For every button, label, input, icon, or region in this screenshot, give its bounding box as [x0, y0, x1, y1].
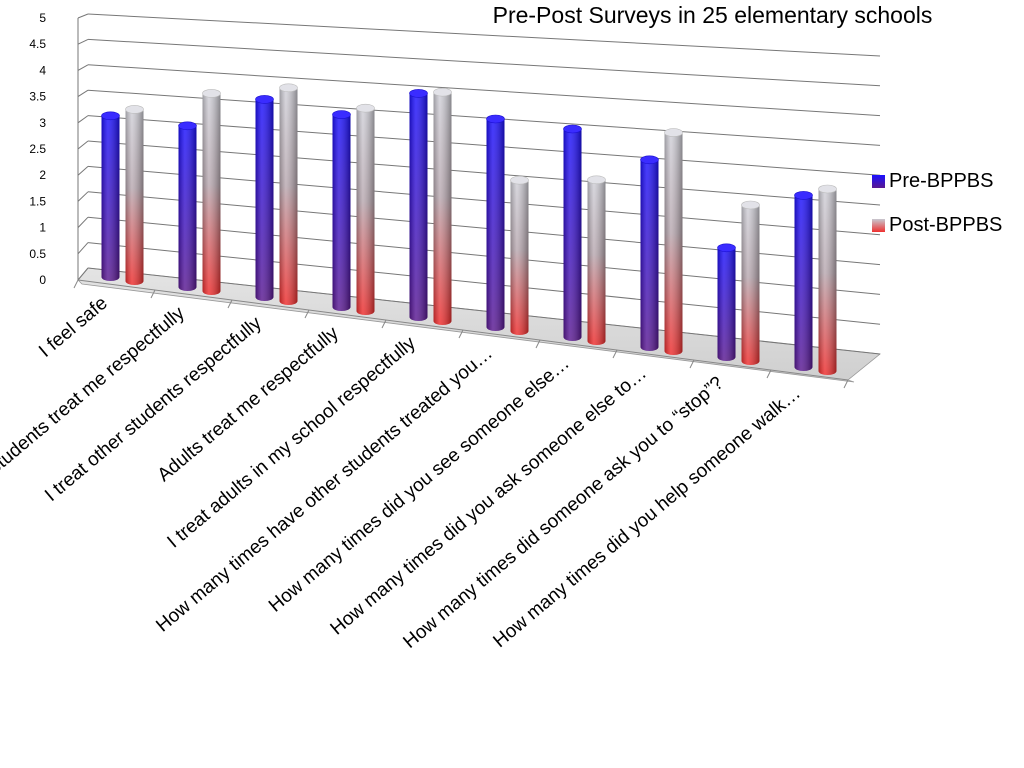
grid-connector [77, 267, 89, 281]
bar-post-cap [279, 83, 298, 93]
grid-connector [77, 140, 89, 150]
x-tick-label: How many times did you see someone else… [265, 353, 574, 617]
x-tick [73, 279, 79, 289]
bar-pre-cap [178, 121, 197, 131]
grid-connector [77, 166, 89, 176]
bar-post-cap [741, 200, 760, 210]
x-tick [689, 359, 695, 369]
bar-pre-shade [717, 247, 736, 361]
y-tick-label: 5 [39, 11, 46, 25]
y-tick-label: 1.5 [29, 194, 46, 208]
legend-item-post: Post-BPPBS [872, 212, 1002, 238]
bar-post-shade [510, 180, 529, 335]
x-tick [843, 379, 849, 389]
x-tick [381, 319, 387, 329]
bar-pre-shade [101, 115, 120, 281]
bar-pre-shade [255, 99, 274, 302]
legend-swatch-pre [872, 174, 885, 188]
x-tick-label: Adults treat me respectfully [154, 322, 343, 486]
y-tick-label: 0 [39, 273, 46, 287]
x-tick [766, 369, 772, 379]
grid-connector [77, 38, 89, 45]
bar-post-cap [510, 175, 529, 185]
bar-pre-shade [640, 159, 659, 351]
grid-connector [77, 64, 89, 71]
bar-post-cap [125, 105, 144, 114]
y-tick-label: 3 [39, 116, 46, 130]
bar-pre-cap [717, 243, 736, 253]
x-tick-label: How many times have other students treat… [152, 343, 496, 637]
bar-post-shade [587, 179, 606, 345]
x-tick [535, 339, 541, 349]
grid-connector [77, 115, 89, 124]
grid-connector [77, 191, 89, 202]
chart-title: Pre-Post Surveys in 25 elementary school… [492, 2, 933, 28]
legend-label-post: Post-BPPBS [889, 213, 1003, 236]
x-tick [612, 349, 618, 359]
grid-connector [77, 89, 89, 98]
bar-post-cap [587, 175, 606, 185]
bar-pre-cap [640, 155, 659, 165]
bar-post-cap [202, 89, 221, 98]
bar-post-cap [433, 87, 452, 97]
bar-post-shade [279, 87, 298, 305]
gridline [87, 64, 881, 117]
bar-post-shade [433, 92, 452, 325]
bar-pre-shade [409, 93, 428, 322]
x-tick [227, 299, 233, 309]
bar-post-shade [125, 109, 144, 286]
bar-pre-cap [332, 110, 351, 119]
x-tick [458, 329, 464, 339]
y-tick-label: 2 [39, 168, 46, 182]
bar-post-shade [356, 108, 375, 315]
bar-post-shade [664, 132, 683, 355]
bar-post-shade [741, 205, 760, 365]
y-tick-label: 4 [39, 63, 46, 77]
x-tick-label: I feel safe [35, 293, 112, 362]
legend-label-pre: Pre-BPPBS [889, 169, 994, 192]
bar-pre-cap [255, 95, 274, 104]
y-tick-label: 1 [39, 221, 46, 235]
bar-pre-shade [794, 195, 813, 371]
bar-post-shade [818, 189, 837, 375]
legend-item-pre: Pre-BPPBS [872, 168, 1002, 194]
y-tick-label: 3.5 [29, 90, 46, 104]
bar-post-cap [818, 184, 837, 194]
bar-pre-shade [563, 129, 582, 341]
gridline [87, 38, 881, 87]
legend: Pre-BPPBS Post-BPPBS [872, 168, 1002, 256]
bar-post-shade [202, 93, 221, 296]
legend-swatch-post [872, 218, 885, 232]
x-tick [150, 289, 156, 299]
grid-connector [77, 13, 89, 19]
bar-pre-cap [794, 191, 813, 200]
bar-post-cap [664, 128, 683, 137]
y-tick-label: 2.5 [29, 142, 46, 156]
gridline [87, 13, 881, 57]
bar-pre-cap [486, 114, 505, 124]
y-tick-label: 4.5 [29, 37, 46, 51]
bar-pre-cap [409, 89, 428, 98]
x-tick-label: How many times did someone ask you to “s… [400, 373, 728, 653]
x-tick-label: How many times did you help someone walk… [489, 383, 804, 652]
bar-pre-cap [101, 111, 120, 121]
bar-pre-shade [486, 119, 505, 331]
bar-pre-shade [178, 125, 197, 291]
grid-connector [77, 216, 89, 228]
y-tick-label: 0.5 [29, 247, 46, 261]
x-tick-label: How many times did you ask someone else … [327, 363, 651, 640]
grid-connector [77, 242, 89, 255]
bar-pre-cap [563, 124, 582, 134]
bar-post-cap [356, 103, 375, 113]
bar-pre-shade [332, 114, 351, 311]
x-tick [304, 309, 310, 319]
